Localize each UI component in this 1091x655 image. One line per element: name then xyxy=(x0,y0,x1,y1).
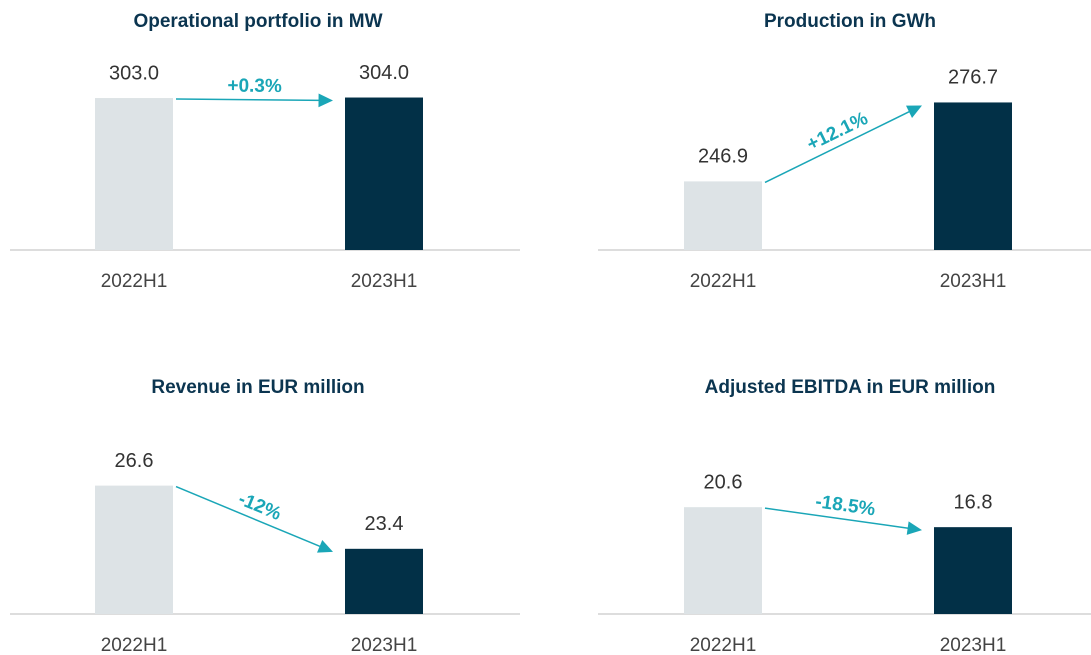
arrow-head xyxy=(318,93,333,108)
chart-title: Operational portfolio in MW xyxy=(133,11,382,32)
bar xyxy=(95,485,173,614)
bar xyxy=(345,548,423,614)
value-label: 304.0 xyxy=(359,62,409,84)
bar xyxy=(345,97,423,250)
arrow-shaft xyxy=(764,507,911,530)
change-label: +0.3% xyxy=(227,76,282,98)
x-tick-label: 2022H1 xyxy=(101,271,168,292)
arrow-head xyxy=(317,539,333,553)
chart-title: Adjusted EBITDA in EUR million xyxy=(705,377,996,398)
bar xyxy=(684,507,762,614)
bar xyxy=(684,181,762,250)
bar xyxy=(934,102,1012,250)
x-tick-label: 2022H1 xyxy=(690,271,757,292)
value-label: 23.4 xyxy=(365,513,404,535)
x-tick-label: 2023H1 xyxy=(940,271,1007,292)
arrow-shaft xyxy=(175,98,322,102)
value-label: 246.9 xyxy=(698,146,748,168)
x-tick-label: 2023H1 xyxy=(940,635,1007,655)
arrow-head xyxy=(906,105,922,118)
chart-title: Revenue in EUR million xyxy=(151,377,364,398)
value-label: 276.7 xyxy=(948,67,998,89)
bar xyxy=(95,98,173,250)
value-label: 303.0 xyxy=(109,62,159,84)
chart-title: Production in GWh xyxy=(764,11,936,32)
bar xyxy=(934,527,1012,614)
x-tick-label: 2022H1 xyxy=(690,635,757,655)
value-label: 26.6 xyxy=(115,450,154,472)
x-tick-label: 2022H1 xyxy=(101,635,168,655)
arrow-shaft xyxy=(764,110,912,184)
change-label: -12% xyxy=(235,489,284,525)
x-tick-label: 2023H1 xyxy=(351,271,418,292)
change-label: +12.1% xyxy=(804,108,872,155)
value-label: 16.8 xyxy=(954,491,993,513)
value-label: 20.6 xyxy=(704,471,743,493)
arrow-shaft xyxy=(175,485,323,548)
x-tick-label: 2023H1 xyxy=(351,635,418,655)
arrow-head xyxy=(906,521,922,535)
